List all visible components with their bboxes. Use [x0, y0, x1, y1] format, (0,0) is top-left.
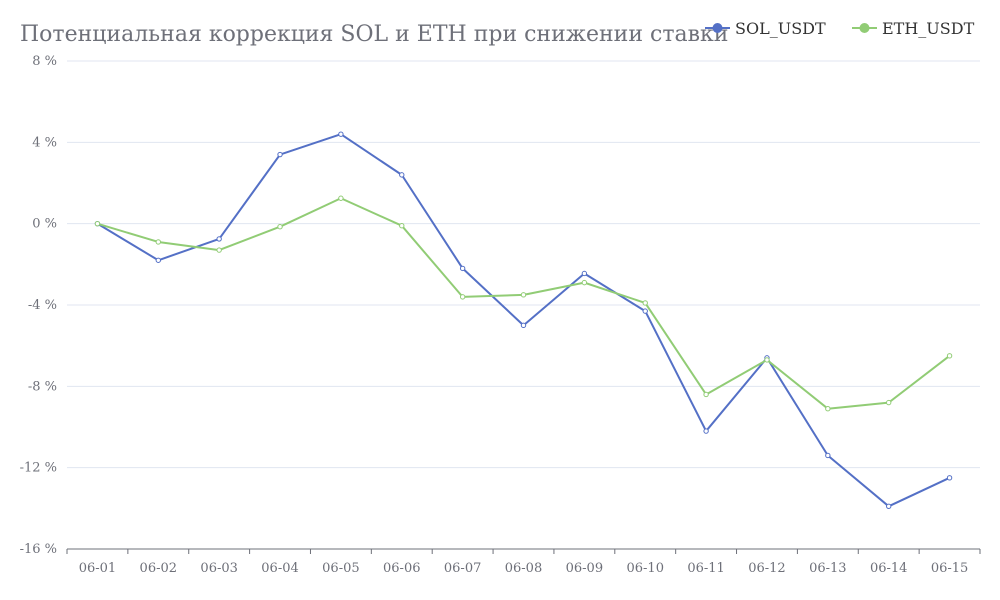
- series-group: [94, 131, 953, 509]
- data-point[interactable]: [642, 308, 648, 314]
- data-point[interactable]: [277, 224, 283, 230]
- data-point[interactable]: [155, 239, 162, 245]
- series-eth-usdt: [94, 195, 953, 412]
- series-line: [96, 133, 950, 508]
- data-point[interactable]: [825, 406, 831, 412]
- x-tick-label: 06-02: [140, 561, 177, 576]
- x-tick-label: 06-06: [383, 561, 420, 576]
- data-point[interactable]: [642, 300, 648, 306]
- grid-lines: [67, 60, 980, 469]
- data-point[interactable]: [94, 220, 101, 227]
- x-tick-label: 06-13: [809, 561, 846, 576]
- x-tick-label: 06-10: [626, 561, 663, 576]
- x-tick-label: 06-12: [748, 561, 785, 576]
- data-point[interactable]: [581, 279, 588, 286]
- legend: SOL_USDT ETH_USDT: [705, 19, 975, 38]
- data-point[interactable]: [399, 172, 405, 178]
- data-point[interactable]: [459, 294, 466, 300]
- chart-title: Потенциальная коррекция SOL и ETH при сн…: [20, 22, 728, 47]
- data-point[interactable]: [703, 428, 709, 434]
- y-tick-label: -12 %: [20, 461, 57, 476]
- data-point[interactable]: [277, 151, 283, 158]
- y-tick-label: -8 %: [28, 379, 57, 394]
- x-tick-label: 06-11: [687, 561, 724, 576]
- data-point[interactable]: [825, 452, 831, 459]
- data-point[interactable]: [338, 195, 344, 201]
- x-tick-label: 06-07: [444, 561, 481, 576]
- data-point[interactable]: [946, 475, 953, 481]
- data-point[interactable]: [946, 353, 953, 359]
- data-point[interactable]: [886, 399, 892, 406]
- series-sol-usdt: [94, 131, 953, 509]
- y-tick-label: 4 %: [32, 135, 57, 150]
- x-tick-label: 06-14: [870, 561, 907, 576]
- y-tick-label: 0 %: [32, 217, 57, 232]
- x-tick-label: 06-09: [566, 561, 603, 576]
- data-point[interactable]: [520, 322, 527, 329]
- x-tick-label: 06-03: [200, 561, 237, 576]
- x-axis: 06-01 06-02 06-03 06-04 06-05 06-06 06-07 06-08…: [66, 548, 981, 576]
- legend-item-eth-usdt[interactable]: ETH_USDT: [852, 19, 975, 38]
- x-tick-label: 06-15: [931, 561, 968, 576]
- data-point[interactable]: [459, 265, 466, 272]
- legend-marker: [712, 23, 723, 33]
- legend-item-sol-usdt[interactable]: SOL_USDT: [705, 19, 826, 38]
- data-point[interactable]: [216, 236, 222, 242]
- legend-label: ETH_USDT: [882, 19, 975, 38]
- data-point[interactable]: [338, 131, 344, 137]
- y-axis: 8 % 4 % 0 % -4 % -8 % -12 % -16 %: [20, 54, 57, 557]
- data-point[interactable]: [703, 391, 709, 398]
- x-tick-label: 06-08: [505, 561, 542, 576]
- x-tick-label: 06-01: [79, 561, 116, 576]
- y-tick-label: -16 %: [20, 542, 57, 557]
- data-point[interactable]: [581, 270, 588, 277]
- y-tick-label: 8 %: [32, 54, 57, 69]
- legend-label: SOL_USDT: [735, 19, 826, 38]
- data-point[interactable]: [399, 223, 405, 229]
- data-point[interactable]: [155, 257, 162, 263]
- data-point[interactable]: [764, 357, 770, 363]
- y-tick-label: -4 %: [28, 298, 57, 313]
- data-point[interactable]: [886, 503, 892, 509]
- x-tick-label: 06-04: [261, 561, 298, 576]
- x-tick-label: 06-05: [322, 561, 359, 576]
- data-point[interactable]: [520, 292, 527, 298]
- legend-marker: [859, 23, 870, 33]
- data-point[interactable]: [216, 247, 222, 253]
